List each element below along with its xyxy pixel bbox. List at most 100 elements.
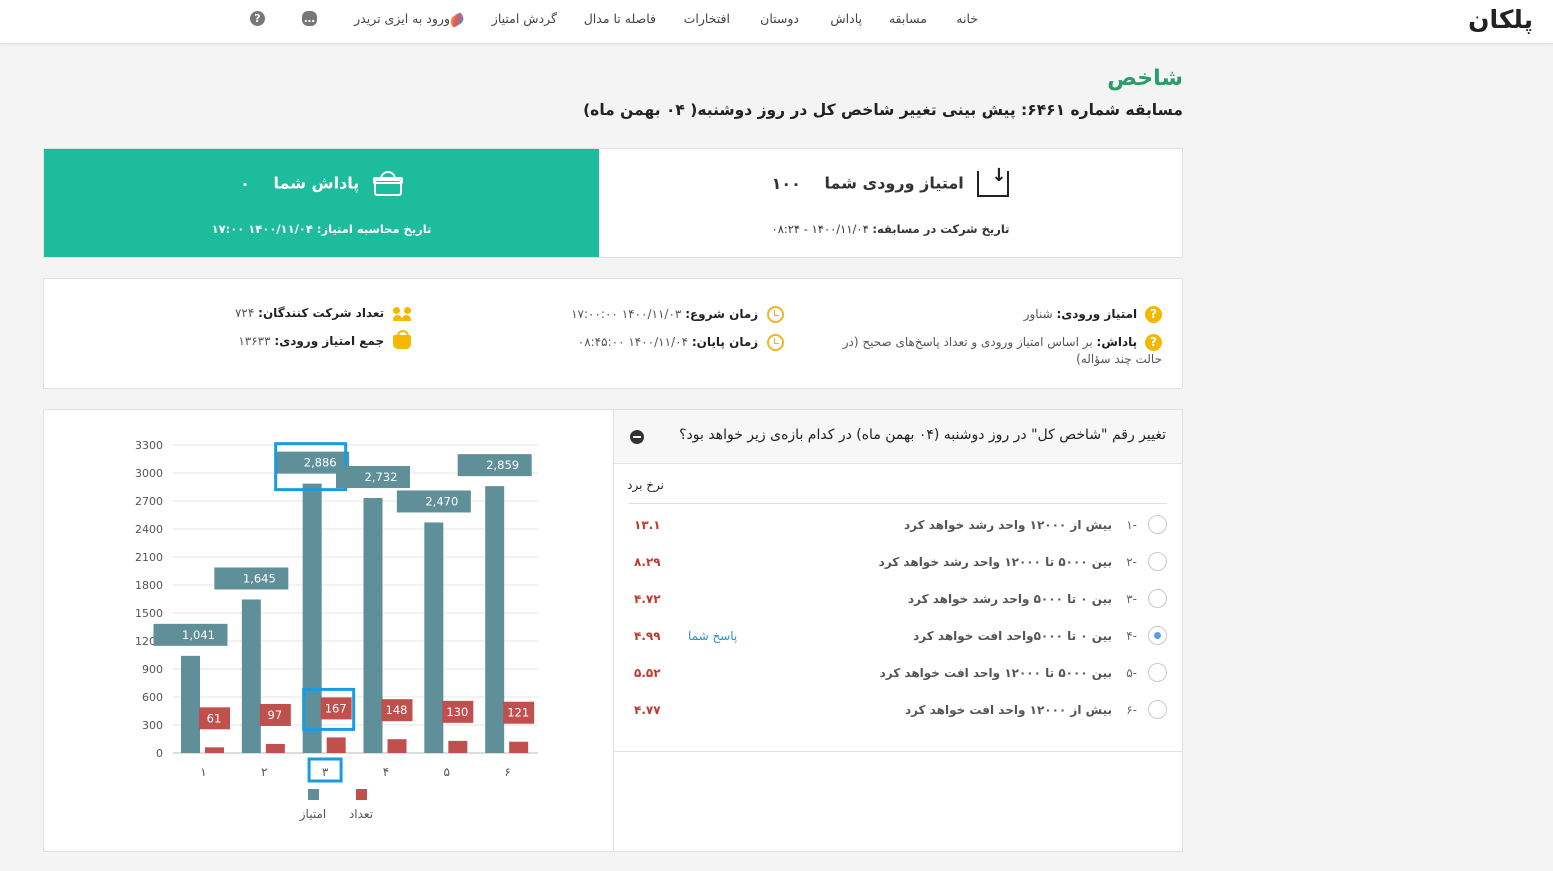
data-label: 148 bbox=[386, 703, 408, 717]
nav-item-easytrader-login[interactable]: ورود به ایزی تریدر bbox=[354, 11, 468, 28]
info-reward-line2: حالت چند سؤاله) bbox=[1076, 352, 1162, 366]
answer-option[interactable]: -۴ بین ۰ تا ۵۰۰۰واحد افت خواهد کرد پاسخ شم… bbox=[629, 622, 1167, 648]
my-answer-badge: پاسخ شما bbox=[688, 629, 738, 643]
entry-score-label: امتیاز ورودی شما bbox=[824, 173, 964, 193]
info-participants: تعداد شرکت کنندگان: ۷۲۴ bbox=[235, 306, 411, 321]
answer-win-rate: ۴.۷۷ bbox=[634, 703, 661, 717]
y-tick-label: 600 bbox=[142, 691, 163, 704]
competition-info: ? امتیاز ورودی: شناور ? پاداش: بر اساس ا… bbox=[43, 278, 1183, 389]
answer-radio[interactable] bbox=[1148, 663, 1167, 682]
data-label: 1,645 bbox=[243, 571, 276, 585]
info-start-time: زمان شروع: ۱۴۰۰/۱۱/۰۳ ۱۷:۰۰:۰۰ bbox=[571, 306, 784, 323]
answer-option[interactable]: -۱ بیش از ۱۲۰۰۰ واحد رشد خواهد کرد ۱۳.۱ bbox=[629, 511, 1167, 537]
nav-item-home[interactable]: خانه bbox=[956, 11, 978, 26]
info-entry-score-label: امتیاز ورودی: bbox=[1056, 307, 1138, 321]
answer-radio[interactable] bbox=[1148, 626, 1167, 645]
info-total-score: جمع امتیاز ورودی: ۱۳۶۳۳ bbox=[238, 329, 411, 349]
info-end-time: زمان پایان: ۱۴۰۰/۱۱/۰۴ ۰۸:۴۵:۰۰ bbox=[578, 334, 784, 351]
answer-number: -۳ bbox=[1126, 592, 1137, 606]
question-header: تغییر رقم "شاخص کل" در روز دوشنبه (۰۴ به… bbox=[614, 410, 1182, 464]
data-label: 121 bbox=[507, 706, 529, 720]
nav-item-friends[interactable]: دوستان bbox=[760, 11, 799, 26]
answer-distribution-chart: 0300600900120015001800210024002700300033… bbox=[135, 439, 538, 822]
question-panel: 0 300 600 900 1200 1500 1800 2100 2400 2700 3000 33… bbox=[43, 409, 1183, 852]
bar-امتیاز bbox=[181, 655, 200, 753]
chat-bubble-icon[interactable]: … bbox=[302, 11, 317, 26]
collapse-icon[interactable] bbox=[630, 430, 644, 444]
x-tick-label: ۱ bbox=[200, 765, 206, 779]
legend-swatch bbox=[308, 789, 319, 800]
answer-option[interactable]: -۵ بین ۵۰۰۰ تا ۱۲۰۰۰ واحد افت خواهد کرد ۵.… bbox=[629, 659, 1167, 685]
legend-label: امتیاز bbox=[299, 807, 326, 822]
answer-number: -۲ bbox=[1126, 555, 1137, 569]
y-tick-label: 3300 bbox=[135, 439, 163, 452]
answer-radio[interactable] bbox=[1148, 552, 1167, 571]
question-area: تغییر رقم "شاخص کل" در روز دوشنبه (۰۴ به… bbox=[614, 410, 1182, 851]
nav-item-reward[interactable]: پاداش bbox=[830, 11, 862, 26]
site-logo[interactable]: پلکان bbox=[1468, 5, 1533, 34]
data-label: 130 bbox=[446, 705, 468, 719]
answer-radio[interactable] bbox=[1148, 589, 1167, 608]
answer-text: بین ۵۰۰۰ تا ۱۲۰۰۰ واحد رشد خواهد کرد bbox=[878, 555, 1112, 569]
clock-icon bbox=[767, 306, 784, 323]
answer-number: -۱ bbox=[1126, 518, 1137, 532]
bar-تعداد bbox=[509, 741, 529, 753]
answer-option[interactable]: -۶ بیش از ۱۲۰۰۰ واحد افت خواهد کرد ۴.۷۷ bbox=[629, 696, 1167, 722]
legend-label: تعداد bbox=[349, 807, 373, 821]
info-reward: ? پاداش: بر اساس امتیاز ورودی و تعداد پا… bbox=[843, 334, 1162, 351]
data-label: 61 bbox=[207, 711, 222, 725]
reward-card: پاداش شما ۰ تاریخ محاسبه امتیاز: ۱۴۰۰/۱۱… bbox=[44, 149, 599, 257]
answer-radio[interactable] bbox=[1148, 515, 1167, 534]
info-entry-score: ? امتیاز ورودی: شناور bbox=[1024, 306, 1162, 323]
page-title: شاخص bbox=[1107, 66, 1183, 91]
data-label-box bbox=[153, 623, 228, 646]
nav-item-score-flow[interactable]: گردش امتیاز bbox=[491, 11, 557, 26]
bar-تعداد bbox=[205, 747, 224, 753]
clock-icon bbox=[767, 334, 784, 351]
y-tick-label: 2400 bbox=[135, 523, 163, 536]
bar-امتیاز bbox=[363, 498, 383, 753]
data-label-box bbox=[503, 701, 535, 724]
bar-امتیاز bbox=[241, 599, 261, 753]
data-label-box bbox=[457, 454, 532, 477]
nav-item-honors[interactable]: افتخارات bbox=[683, 11, 730, 26]
data-label-box bbox=[336, 466, 410, 489]
bar-امتیاز bbox=[485, 486, 505, 753]
answer-text: بیش از ۱۲۰۰۰ واحد رشد خواهد کرد bbox=[903, 518, 1112, 532]
answer-option[interactable]: -۳ بین ۰ تا ۵۰۰۰ واحد رشد خواهد کرد ۴.۷۲ bbox=[629, 585, 1167, 611]
question-icon[interactable]: ? bbox=[1145, 306, 1162, 323]
info-start-label: زمان شروع: bbox=[685, 307, 759, 321]
answer-win-rate: ۵.۵۲ bbox=[634, 666, 661, 680]
x-tick-label: ۲ bbox=[261, 765, 267, 779]
data-label-box bbox=[199, 707, 230, 730]
answer-win-rate: ۴.۹۹ bbox=[634, 629, 661, 643]
data-label-box bbox=[320, 697, 352, 720]
answer-radio[interactable] bbox=[1148, 700, 1167, 719]
rate-column-header: نرخ برد bbox=[627, 478, 664, 492]
question-circle-icon[interactable]: ? bbox=[250, 11, 265, 26]
entry-date-value: ۱۴۰۰/۱۱/۰۴ - ۰۸:۲۴ bbox=[771, 222, 869, 236]
x-tick-label: ۳ bbox=[322, 765, 329, 779]
bar-تعداد bbox=[448, 740, 468, 753]
question-title: تغییر رقم "شاخص کل" در روز دوشنبه (۰۴ به… bbox=[679, 427, 1166, 443]
x-tick-label: ۵ bbox=[444, 765, 450, 779]
reward-date-value: ۱۴۰۰/۱۱/۰۴ ۱۷:۰۰ bbox=[211, 222, 313, 236]
data-label: 167 bbox=[325, 701, 347, 715]
answer-number: -۴ bbox=[1126, 629, 1137, 643]
answer-win-rate: ۱۳.۱ bbox=[634, 518, 661, 532]
data-label-box bbox=[381, 699, 413, 722]
score-cards: ↓ امتیاز ورودی شما ۱۰۰ تاریخ شرکت در مسا… bbox=[43, 148, 1183, 258]
answer-win-rate: ۸.۲۹ bbox=[634, 555, 661, 569]
question-icon[interactable]: ? bbox=[1145, 334, 1162, 351]
top-navbar: پلکان خانه مسابقه پاداش دوستان افتخارات … bbox=[0, 0, 1553, 44]
header-divider bbox=[629, 503, 1167, 504]
bar-تعداد bbox=[265, 743, 285, 753]
answer-number: -۵ bbox=[1126, 666, 1137, 680]
answer-text: بیش از ۱۲۰۰۰ واحد افت خواهد کرد bbox=[904, 703, 1112, 717]
answer-option[interactable]: -۲ بین ۵۰۰۰ تا ۱۲۰۰۰ واحد رشد خواهد کرد ۸.… bbox=[629, 548, 1167, 574]
nav-item-medal-distance[interactable]: فاصله تا مدال bbox=[583, 11, 656, 26]
data-label-box bbox=[275, 451, 350, 474]
nav-item-competition[interactable]: مسابقه bbox=[888, 11, 927, 26]
data-label-box bbox=[214, 567, 289, 590]
info-reward-label: پاداش: bbox=[1096, 335, 1138, 349]
